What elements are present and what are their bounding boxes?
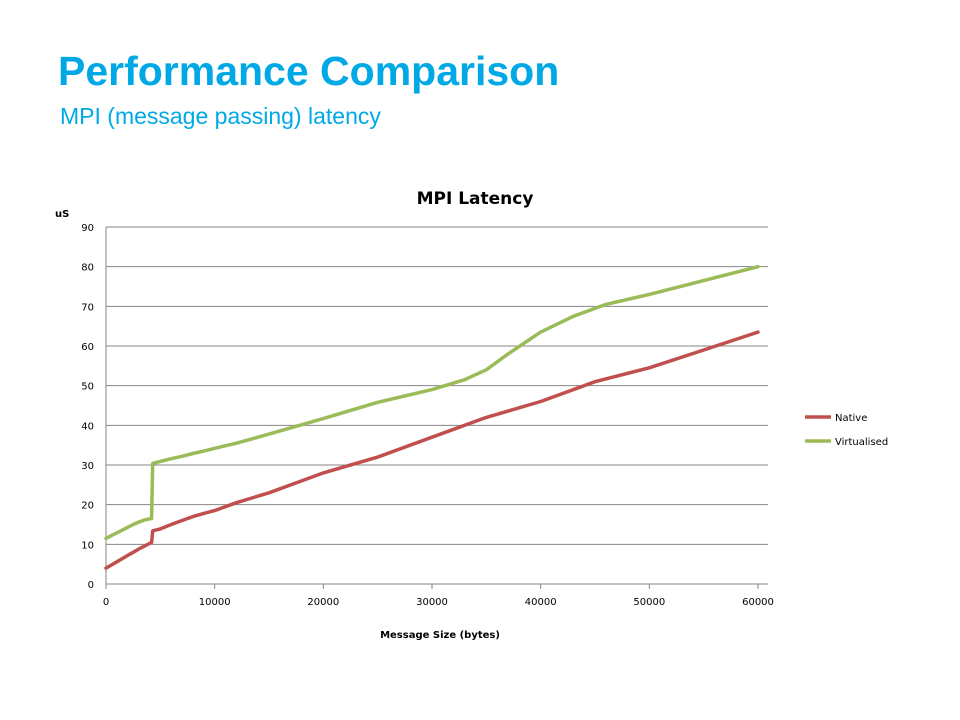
x-tick-label: 0 [103,597,109,608]
series-line-virtualised [104,264,760,541]
x-tick-label: 60000 [742,597,774,608]
y-tick-label: 30 [81,461,94,472]
series-lines [104,264,760,570]
y-tick-label: 50 [81,382,94,393]
legend-label-virtualised: Virtualised [835,437,888,448]
legend: Native Virtualised [805,413,888,448]
x-tick-label: 40000 [525,597,557,608]
slide-subtitle: MPI (message passing) latency [60,103,381,129]
series-line-native [104,330,760,570]
axes: 0 10 20 30 40 50 60 70 80 90 0 10000 20000 30000 40000… [81,223,774,608]
y-tick-label: 80 [81,263,94,274]
y-tick-label: 10 [81,540,94,551]
chart-title: MPI Latency [417,189,534,209]
y-tick-label: 70 [81,302,94,313]
x-tick-label: 30000 [416,597,448,608]
y-tick-label: 60 [81,342,94,353]
gridlines [106,226,768,585]
y-tick-label: 40 [81,421,94,432]
slide-title: Performance Comparison [58,48,560,94]
x-tick-label: 20000 [307,597,339,608]
y-tick-label: 90 [81,223,94,234]
x-tick-label: 10000 [199,597,231,608]
y-tick-label: 0 [88,580,94,591]
y-axis-title: uS [55,209,69,220]
x-tick-label: 50000 [633,597,665,608]
legend-label-native: Native [835,413,867,424]
x-axis-title: Message Size (bytes) [380,630,500,641]
y-tick-label: 20 [81,501,94,512]
